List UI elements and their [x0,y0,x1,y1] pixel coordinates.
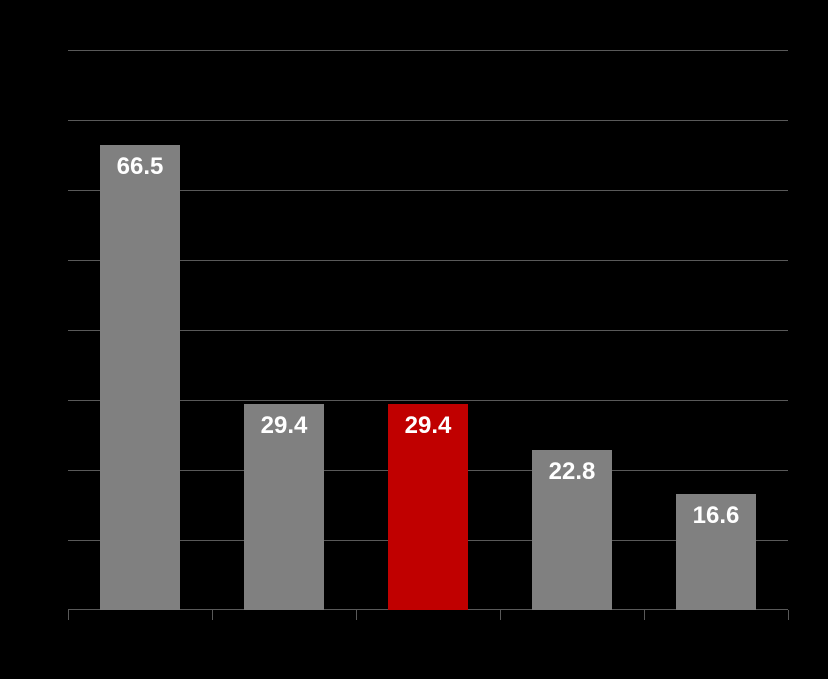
bar: 29.4 [388,404,469,610]
bar-value-label: 16.6 [676,502,757,530]
bar-value-label: 29.4 [388,412,469,440]
gridline [68,120,788,121]
bar-chart: 66.5 29.4 29.4 22.8 16.6 [0,0,828,679]
bar: 29.4 [244,404,325,610]
plot-area: 66.5 29.4 29.4 22.8 16.6 [68,50,788,610]
bar-value-label: 29.4 [244,412,325,440]
x-tick [356,610,357,620]
x-tick [500,610,501,620]
bar: 22.8 [532,450,613,610]
bar-value-label: 66.5 [100,153,181,181]
x-tick [68,610,69,620]
x-tick [644,610,645,620]
gridline [68,50,788,51]
bar: 66.5 [100,145,181,611]
x-tick [212,610,213,620]
bar-value-label: 22.8 [532,458,613,486]
x-tick [788,610,789,620]
bar: 16.6 [676,494,757,610]
